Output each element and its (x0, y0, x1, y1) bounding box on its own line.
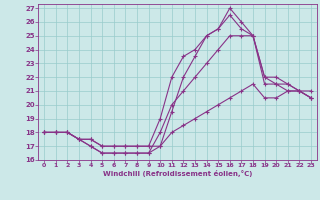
X-axis label: Windchill (Refroidissement éolien,°C): Windchill (Refroidissement éolien,°C) (103, 170, 252, 177)
